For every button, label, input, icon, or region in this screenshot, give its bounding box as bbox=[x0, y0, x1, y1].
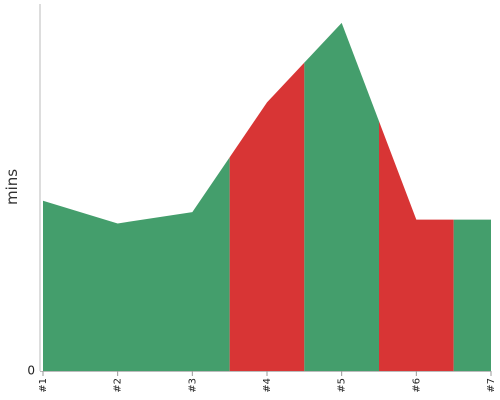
area-segment-3-ok bbox=[304, 22, 379, 371]
x-tick-label: #5 bbox=[337, 378, 348, 393]
x-tick-label: #3 bbox=[187, 378, 198, 393]
x-tick-label: #2 bbox=[113, 378, 124, 393]
x-tick-label: #4 bbox=[262, 378, 273, 393]
y-ticks: 0 bbox=[27, 364, 35, 378]
area-segments bbox=[43, 22, 491, 371]
y-axis-label: mins bbox=[3, 169, 21, 205]
y-tick-label: 0 bbox=[27, 364, 35, 378]
x-tick-label: #1 bbox=[38, 378, 49, 393]
area-segment-5-ok bbox=[453, 219, 491, 371]
area-segment-2-over bbox=[229, 62, 305, 371]
area-segment-4-over bbox=[379, 121, 454, 371]
area-segment-1-ok bbox=[43, 157, 230, 371]
x-ticks: #1 #2 #3 #4 #5 #6 #7 bbox=[38, 371, 497, 393]
x-tick-label: #7 bbox=[486, 378, 497, 393]
x-tick-label: #6 bbox=[411, 378, 422, 393]
